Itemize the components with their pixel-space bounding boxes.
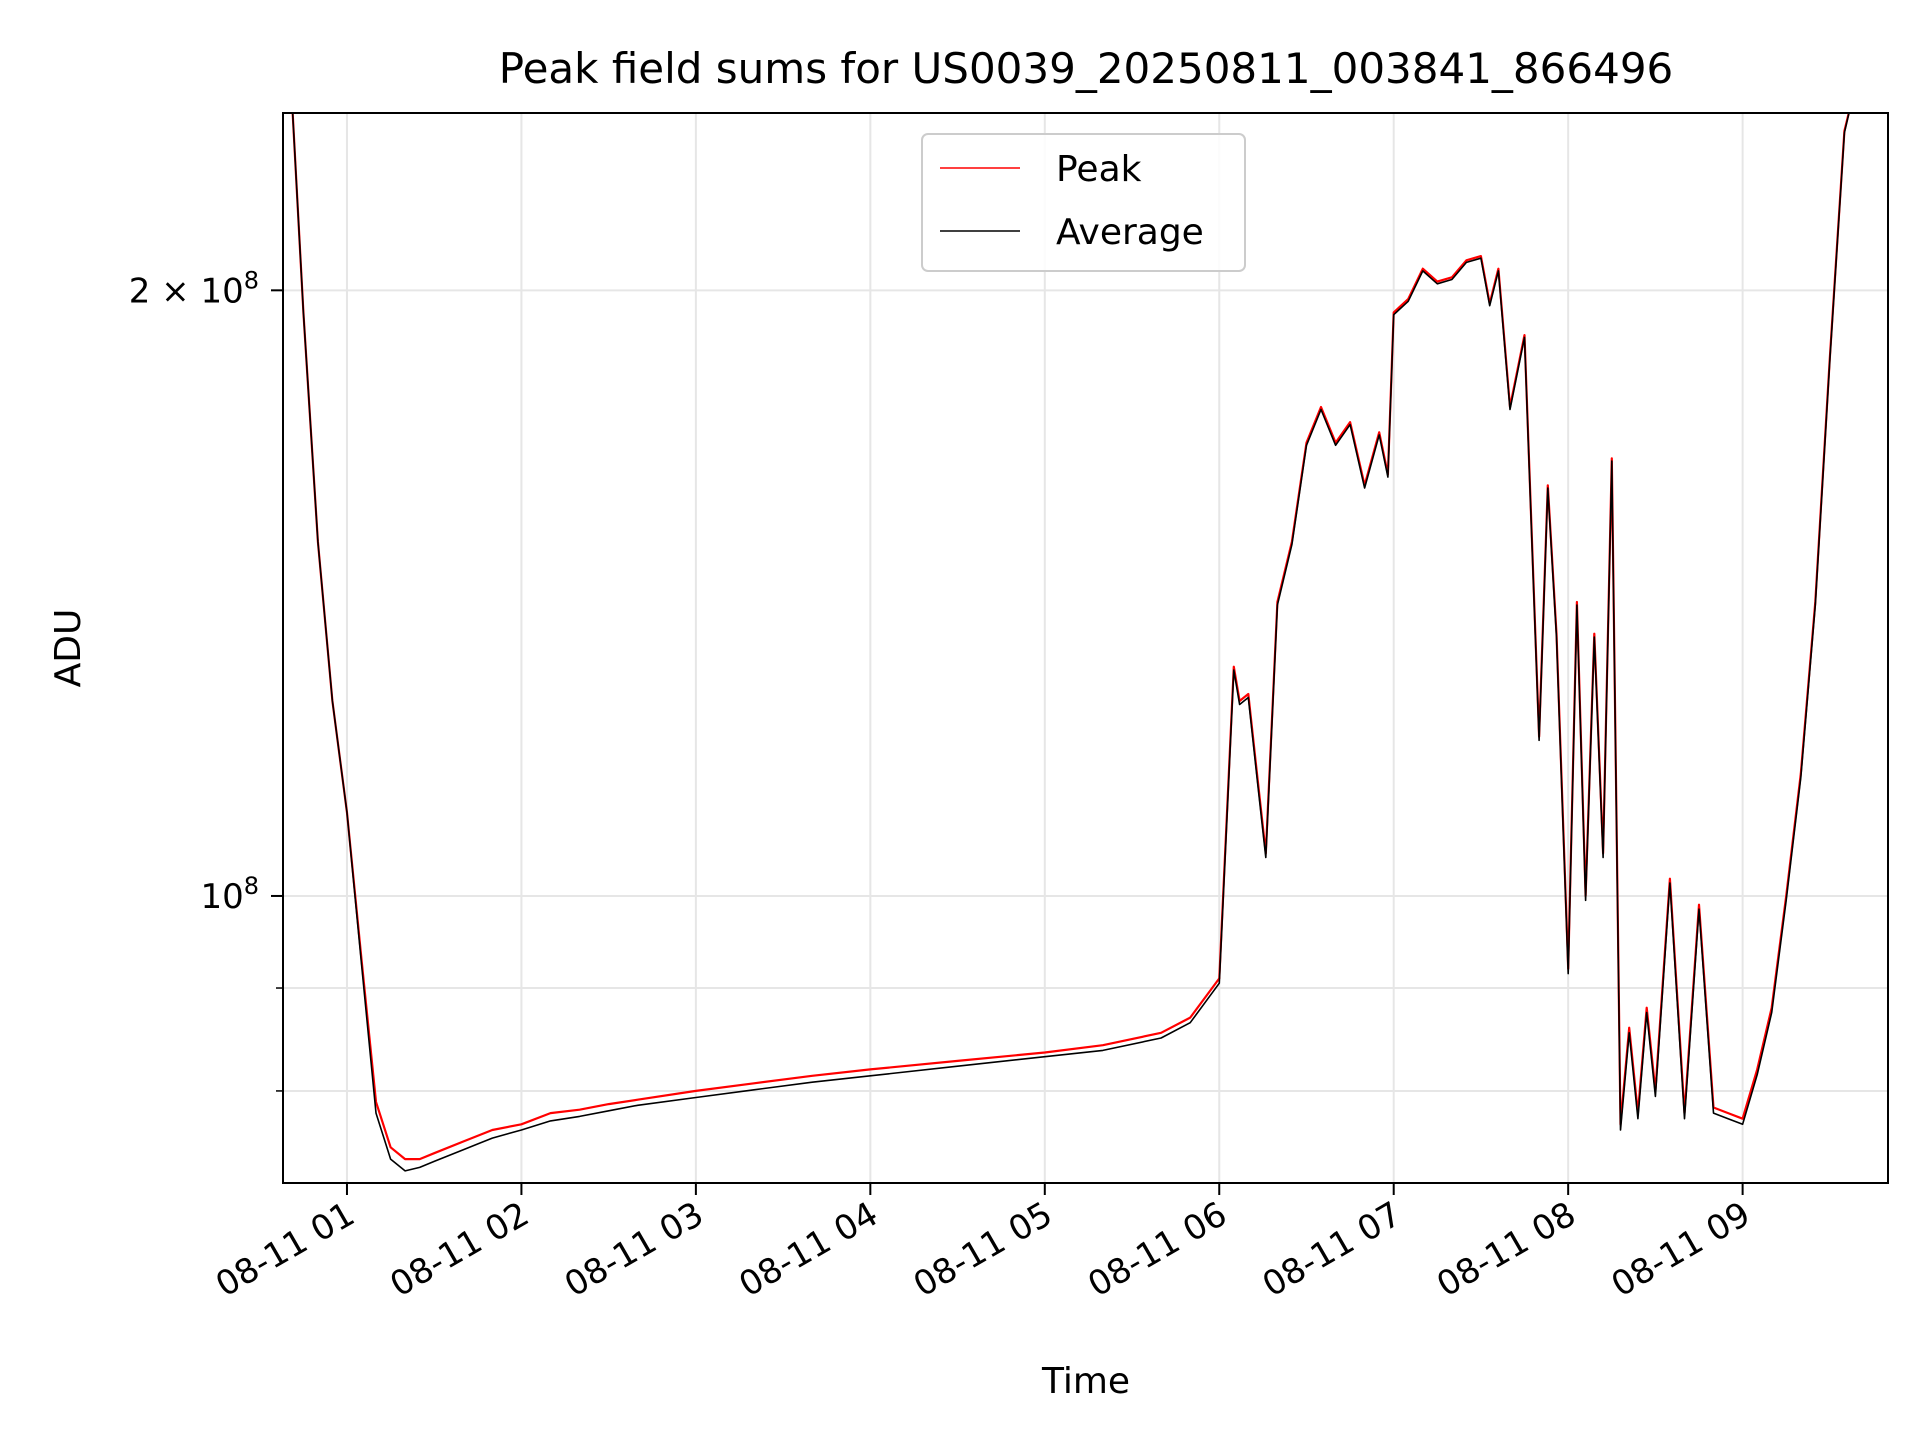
legend: Peak Average (921, 133, 1246, 272)
y-tick-label: 2 × 108 (129, 266, 259, 311)
series-layer (291, 113, 1850, 1172)
y-axis-label: ADU (48, 609, 89, 688)
legend-label-average: Average (1056, 212, 1204, 253)
grid (283, 113, 1888, 1183)
x-axis-label: Time (1041, 1361, 1130, 1402)
chart-title: Peak field sums for US0039_20250811_0038… (499, 44, 1674, 93)
plot-frame (282, 112, 1889, 1184)
legend-label-peak: Peak (1056, 149, 1142, 190)
y-tick-label-exponent: 8 (244, 872, 259, 900)
y-tick-label-exponent: 8 (244, 266, 259, 294)
series-line-average (291, 113, 1850, 1172)
y-tick-label-base: 10 (200, 877, 243, 917)
y-tick-label-base: 2 × 10 (129, 271, 244, 311)
y-tick-label: 108 (200, 872, 259, 917)
